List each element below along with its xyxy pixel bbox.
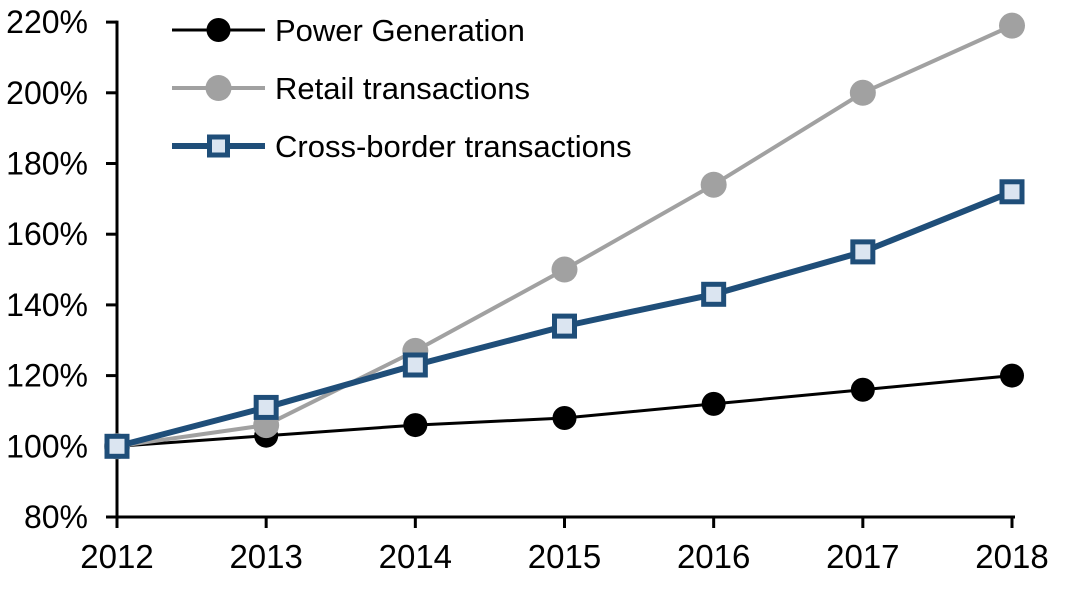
power-generation-marker-icon [171, 12, 266, 48]
legend-label-cross-border-transactions: Cross-border transactions [275, 128, 632, 164]
data-point-circle [849, 79, 876, 106]
legend-marker-glyph [172, 134, 265, 158]
legend-circle [206, 18, 231, 42]
legend-circle [205, 75, 232, 101]
y-axis-tick-label: 200% [6, 75, 88, 111]
legend-square [207, 134, 230, 158]
legend-item-power-generation: Power Generation [171, 1, 632, 59]
data-point-circle [403, 413, 428, 438]
y-axis-tick-label: 180% [6, 146, 88, 182]
legend-item-retail-transactions: Retail transactions [171, 59, 632, 117]
data-point-square [701, 281, 727, 307]
y-axis-tick-label: 160% [6, 216, 88, 252]
legend-marker-glyph [172, 75, 265, 101]
data-point-square [104, 433, 130, 459]
y-axis-tick-label: 100% [6, 428, 88, 464]
data-point-circle [551, 256, 578, 283]
x-axis-tick-label: 2016 [677, 538, 750, 575]
x-axis-tick-label: 2018 [975, 538, 1048, 575]
data-point-circle [701, 391, 726, 416]
legend-label-retail-transactions: Retail transactions [275, 70, 531, 106]
data-point-circle [552, 406, 577, 431]
cross-border-transactions-marker-icon [171, 128, 266, 164]
retail-transactions-marker-icon [171, 70, 266, 106]
legend-item-cross-border-transactions: Cross-border transactions [171, 117, 632, 175]
data-point-square [999, 179, 1025, 205]
data-point-square [253, 394, 279, 420]
y-axis-tick-label: 140% [6, 287, 88, 323]
data-point-square [850, 239, 876, 265]
x-axis-tick-label: 2014 [379, 538, 452, 575]
data-point-circle [1000, 363, 1024, 388]
x-axis-tick-label: 2017 [826, 538, 899, 575]
legend-marker-glyph [172, 18, 265, 42]
data-point-circle [700, 171, 727, 198]
data-point-square [552, 313, 577, 339]
legend-label-power-generation: Power Generation [275, 12, 525, 48]
y-axis-tick-label: 80% [24, 499, 88, 535]
x-axis-tick-label: 2013 [229, 538, 302, 575]
y-axis-tick-label: 120% [6, 358, 88, 394]
data-point-square [402, 352, 428, 378]
data-point-circle [999, 12, 1025, 39]
x-axis-tick-label: 2015 [528, 538, 601, 575]
legend: Power Generation Retail transactions Cro… [171, 1, 632, 175]
x-axis-tick-label: 2012 [80, 538, 153, 575]
data-point-circle [850, 377, 875, 402]
y-axis-tick-label: 220% [6, 4, 88, 40]
